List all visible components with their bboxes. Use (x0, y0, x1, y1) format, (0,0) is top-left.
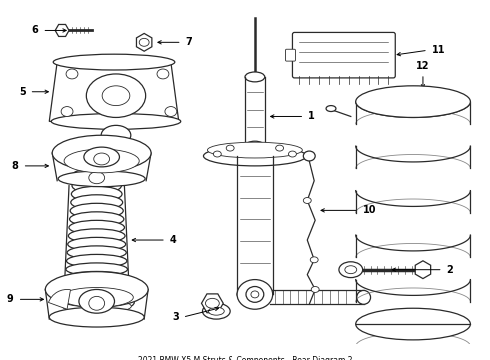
Polygon shape (55, 24, 69, 36)
Ellipse shape (165, 107, 177, 117)
Ellipse shape (245, 141, 265, 151)
Text: 5: 5 (19, 87, 25, 97)
Ellipse shape (208, 307, 224, 315)
Text: 10: 10 (363, 205, 376, 215)
Ellipse shape (226, 145, 234, 151)
Ellipse shape (59, 292, 134, 312)
Text: 11: 11 (432, 45, 445, 55)
Ellipse shape (67, 246, 126, 259)
Text: 2021 BMW X5 M Struts & Components - Rear Diagram 2: 2021 BMW X5 M Struts & Components - Rear… (138, 356, 352, 360)
Ellipse shape (89, 172, 105, 184)
Ellipse shape (339, 262, 363, 278)
Ellipse shape (101, 125, 131, 145)
Ellipse shape (69, 220, 124, 235)
Ellipse shape (64, 149, 139, 173)
Ellipse shape (65, 271, 128, 284)
Ellipse shape (246, 287, 264, 302)
Ellipse shape (68, 237, 126, 251)
Polygon shape (49, 62, 179, 121)
Ellipse shape (203, 146, 306, 166)
Ellipse shape (84, 147, 120, 167)
Polygon shape (201, 294, 223, 313)
Ellipse shape (237, 149, 272, 163)
Ellipse shape (303, 198, 311, 203)
Ellipse shape (251, 291, 259, 298)
Ellipse shape (70, 212, 124, 226)
Ellipse shape (67, 255, 127, 267)
Ellipse shape (64, 288, 129, 300)
Wedge shape (49, 289, 71, 309)
Ellipse shape (213, 151, 221, 157)
Text: 2: 2 (447, 265, 453, 275)
Ellipse shape (62, 300, 131, 313)
Ellipse shape (237, 280, 272, 309)
Ellipse shape (245, 72, 265, 82)
Text: 12: 12 (416, 61, 430, 71)
Text: 9: 9 (7, 294, 14, 304)
Text: 8: 8 (12, 161, 19, 171)
Ellipse shape (49, 307, 144, 327)
Ellipse shape (66, 263, 127, 276)
Ellipse shape (303, 151, 315, 161)
Ellipse shape (58, 171, 145, 186)
Ellipse shape (139, 39, 149, 46)
Text: 7: 7 (186, 37, 193, 47)
Ellipse shape (61, 107, 73, 117)
Text: 1: 1 (308, 112, 315, 121)
Ellipse shape (356, 308, 470, 340)
Ellipse shape (66, 69, 78, 79)
Ellipse shape (237, 288, 272, 301)
Ellipse shape (79, 289, 115, 313)
Ellipse shape (289, 151, 296, 157)
Ellipse shape (53, 54, 175, 70)
FancyBboxPatch shape (286, 49, 295, 61)
Ellipse shape (71, 195, 122, 210)
Ellipse shape (70, 168, 123, 188)
Ellipse shape (68, 229, 125, 243)
Ellipse shape (70, 203, 123, 218)
Ellipse shape (276, 145, 284, 151)
Ellipse shape (326, 105, 336, 112)
Ellipse shape (65, 280, 129, 292)
Ellipse shape (51, 113, 181, 129)
Ellipse shape (270, 291, 364, 304)
Ellipse shape (72, 186, 122, 202)
Ellipse shape (310, 257, 318, 263)
Ellipse shape (157, 69, 169, 79)
Ellipse shape (202, 303, 230, 319)
FancyBboxPatch shape (293, 32, 395, 78)
Text: 6: 6 (32, 26, 38, 35)
Text: 4: 4 (170, 235, 176, 245)
Ellipse shape (356, 86, 470, 117)
Ellipse shape (357, 291, 370, 304)
Ellipse shape (72, 178, 122, 194)
Text: 3: 3 (172, 312, 179, 322)
Ellipse shape (86, 74, 146, 117)
Ellipse shape (345, 266, 357, 274)
Ellipse shape (205, 298, 220, 308)
Ellipse shape (102, 86, 130, 105)
Ellipse shape (45, 272, 148, 307)
Ellipse shape (52, 135, 151, 171)
Ellipse shape (89, 296, 105, 310)
Polygon shape (415, 261, 431, 279)
Ellipse shape (207, 142, 302, 158)
Polygon shape (136, 33, 152, 51)
Ellipse shape (94, 153, 110, 165)
Ellipse shape (60, 288, 133, 307)
Ellipse shape (311, 287, 319, 292)
